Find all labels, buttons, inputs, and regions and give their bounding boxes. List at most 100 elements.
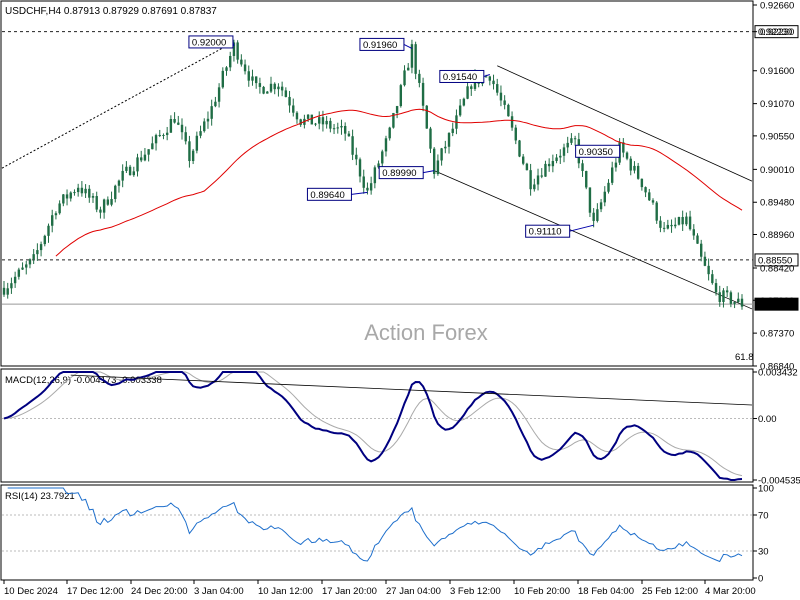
candle-body xyxy=(214,101,217,107)
candle-body xyxy=(462,98,466,106)
candle-body xyxy=(314,123,317,125)
candle-body xyxy=(180,124,184,133)
rsi-title: RSI(14) 23.7921 xyxy=(5,491,75,502)
candle-body xyxy=(436,160,440,175)
candle-body xyxy=(95,196,98,210)
candle-body xyxy=(496,84,499,93)
level-price-label: 0.87837 xyxy=(758,300,792,311)
macd-title: MACD(12,26,9) -0.004173 -0.003338 xyxy=(5,375,162,386)
x-tick-label: 10 Feb 20:00 xyxy=(514,586,570,597)
candle-body xyxy=(292,105,295,113)
candle-body xyxy=(555,157,558,162)
candle-body xyxy=(229,55,232,68)
candle-body xyxy=(622,142,625,153)
x-tick-label: 17 Dec 12:00 xyxy=(67,586,124,597)
candle-body xyxy=(284,90,288,97)
swing-label: 0.89990 xyxy=(382,168,416,179)
candle-body xyxy=(343,125,347,134)
candle-body xyxy=(247,71,250,81)
candle-body xyxy=(184,132,187,142)
candle-body xyxy=(718,292,721,302)
candle-body xyxy=(358,159,362,177)
candle-body xyxy=(110,199,113,205)
candle-body xyxy=(507,104,510,117)
candle-body xyxy=(410,44,414,68)
swing-pointer xyxy=(483,73,490,77)
candle-body xyxy=(596,209,599,221)
rsi-tick-label: 30 xyxy=(758,547,769,558)
macd-tick-label: 0.003432 xyxy=(758,368,798,379)
candle-body xyxy=(399,85,403,107)
candle-body xyxy=(381,151,384,164)
level-price-box xyxy=(754,253,799,267)
candle-body xyxy=(655,202,658,221)
candle-body xyxy=(25,264,28,268)
candle-body xyxy=(700,243,703,257)
candle-body xyxy=(599,202,603,210)
candle-body xyxy=(147,149,150,155)
price-tick-label: 0.87370 xyxy=(760,329,794,340)
x-tick-label: 18 Feb 04:00 xyxy=(578,586,634,597)
candle-body xyxy=(514,127,517,141)
candle-body xyxy=(636,165,640,179)
candle-body xyxy=(418,73,421,83)
rsi-panel xyxy=(0,484,754,581)
candle-body xyxy=(414,44,417,74)
candle-body xyxy=(280,86,284,91)
candle-body xyxy=(188,141,191,162)
candle-body xyxy=(714,283,718,293)
swing-label: 0.89640 xyxy=(310,190,344,201)
candle-body xyxy=(143,154,147,161)
rsi-tick-label: 100 xyxy=(758,484,774,495)
candle-body xyxy=(266,91,269,94)
candle-body xyxy=(340,125,343,128)
macd-tick-label: -0.004535 xyxy=(758,476,800,487)
symbol-info: USDCHF,H4 0.87913 0.87929 0.87691 0.8783… xyxy=(5,6,217,17)
fib-label: 61.8 xyxy=(735,352,754,363)
candle-body xyxy=(277,86,280,90)
candle-body xyxy=(707,265,710,275)
candle-body xyxy=(644,187,647,193)
candle-body xyxy=(80,187,84,194)
candle-body xyxy=(306,114,310,119)
candle-body xyxy=(310,114,314,125)
x-tick-label: 10 Jan 12:00 xyxy=(258,586,313,597)
swing-label-box xyxy=(575,144,621,158)
candle-body xyxy=(607,182,610,192)
candle-body xyxy=(325,120,328,125)
candle-body xyxy=(17,269,21,277)
candle-body xyxy=(421,82,425,106)
candle-body xyxy=(425,105,428,129)
candle-body xyxy=(547,163,551,167)
candle-body xyxy=(737,298,740,303)
level-price-label: 0.92230 xyxy=(758,27,792,38)
swing-label: 0.90350 xyxy=(579,147,613,158)
candle-body xyxy=(221,70,225,88)
candle-body xyxy=(258,83,262,87)
rsi-tick-label: 70 xyxy=(758,511,769,522)
candle-body xyxy=(91,196,95,198)
candle-body xyxy=(518,140,521,157)
candle-body xyxy=(492,80,495,85)
candle-body xyxy=(347,133,351,137)
candle-body xyxy=(510,116,514,128)
price-tick-label: 0.88960 xyxy=(760,230,794,241)
price-tick-label: 0.90550 xyxy=(760,131,794,142)
candle-body xyxy=(165,132,169,136)
candle-body xyxy=(210,106,213,119)
candle-body xyxy=(629,158,632,171)
swing-label: 0.91110 xyxy=(529,227,562,238)
x-tick-label: 27 Jan 04:00 xyxy=(386,586,441,597)
candle-body xyxy=(581,163,584,172)
candle-body xyxy=(269,83,273,92)
candle-body xyxy=(2,287,6,295)
candle-body xyxy=(536,175,540,185)
rsi-tick-label: 0 xyxy=(758,574,763,585)
candle-body xyxy=(36,250,39,255)
price-tick-label: 0.90010 xyxy=(760,165,794,176)
candle-body xyxy=(151,143,154,150)
candle-body xyxy=(154,135,158,144)
candle-body xyxy=(588,187,592,213)
candle-body xyxy=(329,120,332,129)
